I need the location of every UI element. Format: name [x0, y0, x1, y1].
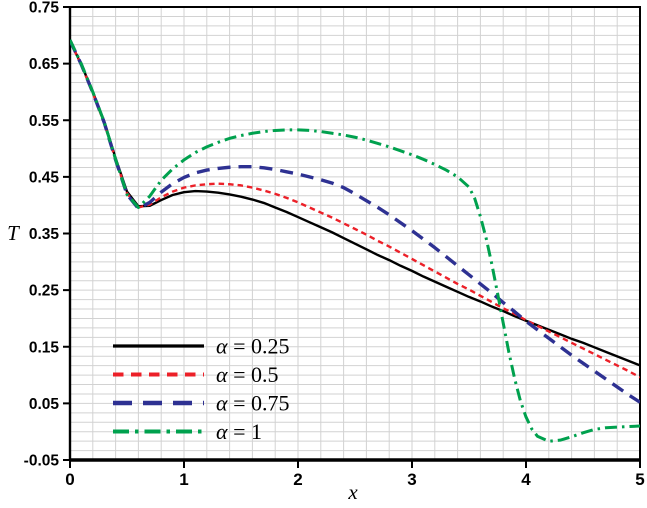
y-tick-label: 0.15 [29, 339, 60, 356]
gridlines [70, 7, 640, 460]
legend-entry-0: α = 0.25 [113, 334, 289, 359]
curve-series-1 [70, 40, 640, 379]
tick-marks [63, 6, 641, 468]
y-tick-label: -0.05 [24, 453, 60, 470]
curves [70, 39, 640, 443]
y-tick-label: 0.45 [29, 169, 60, 186]
legend-label: α = 1 [216, 419, 262, 444]
legend-label: α = 0.75 [216, 391, 289, 416]
x-tick-label: 1 [179, 470, 188, 489]
curve-series-0 [70, 40, 640, 367]
legend-label: α = 0.25 [216, 334, 289, 359]
y-tick-label: 0.35 [29, 226, 60, 243]
x-tick-label: 3 [407, 470, 416, 489]
y-axis-title: T [7, 221, 20, 245]
y-tick-label: 0.55 [29, 113, 60, 130]
x-axis-title: x [347, 480, 358, 504]
y-tick-label: 0.25 [29, 283, 60, 300]
legend-entry-3: α = 1 [113, 419, 262, 444]
y-tick-label: 0.75 [29, 0, 60, 17]
x-tick-label: 4 [521, 470, 531, 489]
legend-entry-1: α = 0.5 [113, 362, 278, 387]
legend-entry-2: α = 0.75 [113, 391, 289, 416]
legend: α = 0.25 α = 0.5 α = 0.75 α = 1 [113, 334, 289, 444]
y-tick-label: 0.05 [29, 396, 60, 413]
x-tick-label: 2 [293, 470, 302, 489]
curve-series-2 [70, 39, 640, 404]
legend-label: α = 0.5 [216, 362, 278, 387]
x-tick-label: 0 [65, 470, 74, 489]
x-tick-label: 5 [635, 470, 644, 489]
curve-series-3 [70, 39, 640, 443]
y-tick-label: 0.65 [29, 56, 60, 73]
